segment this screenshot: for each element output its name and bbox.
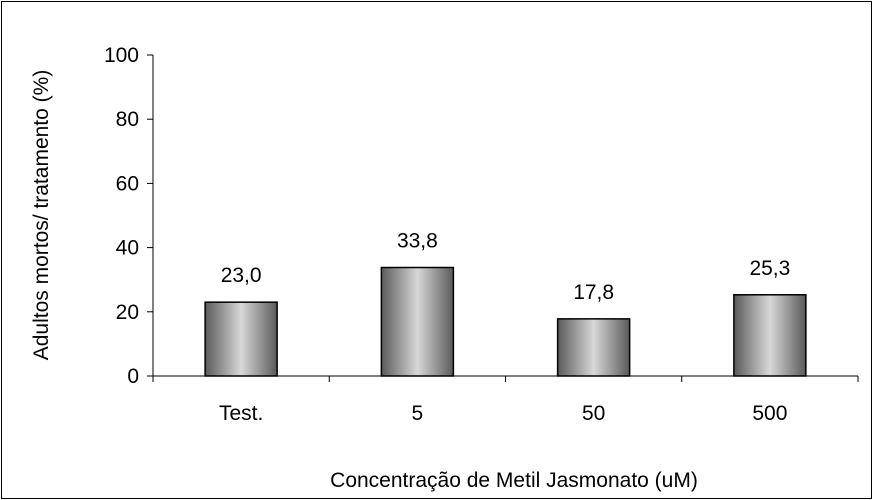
y-tick-label: 100: [104, 44, 139, 67]
bar: [380, 266, 455, 377]
y-tick-label: 20: [116, 301, 139, 324]
y-tick-label: 40: [116, 237, 139, 260]
bar: [204, 301, 278, 377]
x-tick-label: 50: [582, 402, 605, 425]
x-tick-label: Test.: [219, 402, 263, 425]
bar: [733, 294, 807, 377]
y-axis-label: Adultos mortos/ tratamento (%): [30, 70, 53, 361]
bar-value-label: 25,3: [749, 257, 790, 280]
bar-value-label: 33,8: [397, 230, 438, 253]
y-tick-label: 0: [127, 365, 139, 388]
bar-value-label: 17,8: [573, 281, 614, 304]
y-tick-label: 80: [116, 108, 139, 131]
y-tick-label: 60: [116, 172, 139, 195]
bar-value-label: 23,0: [221, 264, 262, 287]
x-axis-label: Concentração de Metil Jasmonato (uM): [330, 469, 698, 492]
x-tick-label: 5: [412, 402, 424, 425]
x-tick-label: 500: [752, 402, 787, 425]
bar: [556, 318, 631, 377]
